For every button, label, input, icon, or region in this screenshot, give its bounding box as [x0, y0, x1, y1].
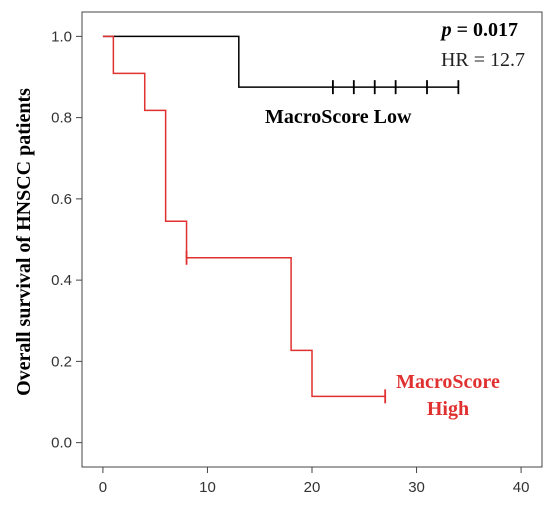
x-tick-label: 0	[99, 479, 107, 496]
y-axis-label: Overall survival of HNSCC patients	[13, 88, 35, 396]
p-value-annotation: p = 0.017	[440, 19, 518, 41]
y-tick-label: 0.4	[51, 272, 72, 289]
y-tick-label: 0.8	[51, 110, 72, 127]
y-tick-label: 1.0	[51, 28, 72, 45]
series-label-high-line2: High	[427, 398, 469, 420]
y-tick-label: 0.6	[51, 191, 72, 208]
x-tick-label: 40	[513, 479, 530, 496]
series-line-low	[102, 35, 459, 88]
x-tick-label: 30	[408, 479, 425, 496]
hazard-ratio-annotation: HR = 12.7	[441, 49, 525, 71]
y-axis-ticks: 0.0 0.2 0.4 0.6 0.8 1.0	[51, 28, 82, 452]
x-tick-label: 20	[304, 479, 321, 496]
series-label-low: MacroScore Low	[265, 106, 412, 128]
series-label-high-line1: MacroScore	[396, 371, 500, 393]
y-tick-label: 0.0	[51, 435, 72, 452]
plot-frame	[81, 11, 543, 468]
x-tick-label: 10	[199, 479, 216, 496]
series-layer	[102, 35, 460, 404]
y-tick-label: 0.2	[51, 353, 72, 370]
x-axis-ticks: 0 10 20 30 40	[99, 467, 530, 496]
series-line-high	[102, 35, 386, 398]
